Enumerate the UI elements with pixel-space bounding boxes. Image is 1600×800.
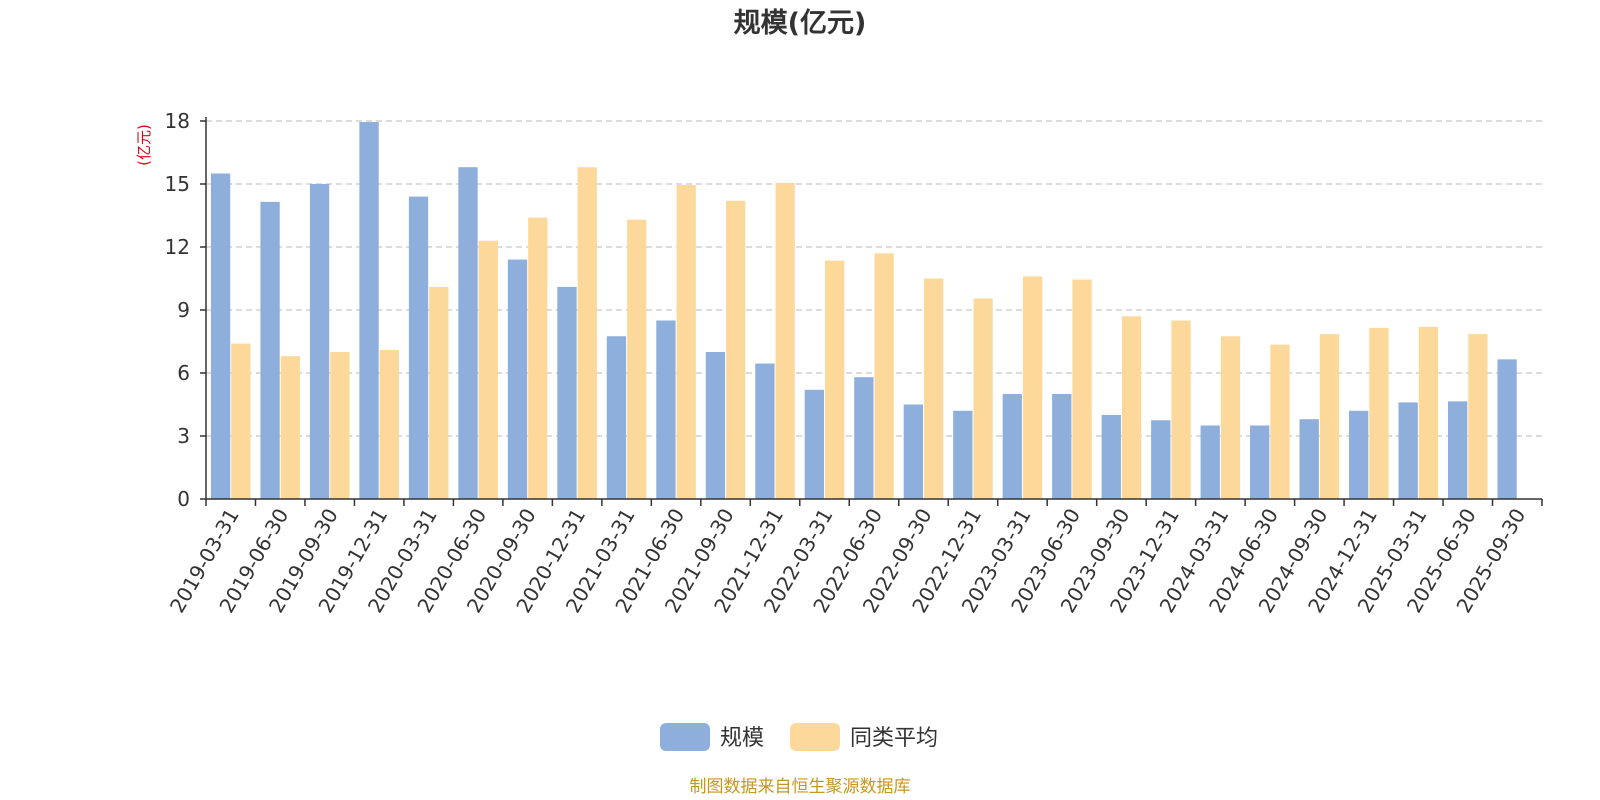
bar-scale[interactable] xyxy=(1497,359,1517,499)
bar-peer-average[interactable] xyxy=(528,217,548,499)
legend-label: 同类平均 xyxy=(850,726,938,751)
y-axis-tick-labels: 0 3 6 9 12 15 18 xyxy=(165,109,190,511)
bar-scale[interactable] xyxy=(210,173,231,500)
bar-scale[interactable] xyxy=(309,184,330,499)
bar-peer-average[interactable] xyxy=(973,298,993,499)
y-tick-label: 6 xyxy=(177,361,190,385)
bar-scale[interactable] xyxy=(1447,401,1468,499)
legend-swatch xyxy=(790,723,840,751)
bar-peer-average[interactable] xyxy=(231,343,251,499)
bar-peer-average[interactable] xyxy=(1220,336,1241,499)
grid-lines xyxy=(206,120,1542,437)
x-axis-tick-labels: 2019-03-312019-06-302019-09-302019-12-31… xyxy=(165,504,1530,617)
bar-peer-average[interactable] xyxy=(330,352,350,499)
bar-peer-average[interactable] xyxy=(923,278,944,500)
legend-item-scale[interactable]: 规模 xyxy=(660,723,764,751)
bar-peer-average[interactable] xyxy=(280,356,301,499)
bar-peer-average[interactable] xyxy=(1418,326,1439,499)
legend-swatch xyxy=(660,723,710,751)
bar-peer-average[interactable] xyxy=(478,240,498,499)
bar-scale[interactable] xyxy=(854,377,874,499)
y-tick-label: 3 xyxy=(177,424,190,448)
bar-scale[interactable] xyxy=(260,201,280,499)
bar-peer-average[interactable] xyxy=(1319,334,1340,499)
bar-peer-average[interactable] xyxy=(1121,316,1142,499)
y-tick-label: 0 xyxy=(177,487,190,511)
legend-label: 规模 xyxy=(720,726,764,751)
bar-scale[interactable] xyxy=(1151,420,1171,499)
bar-peer-average[interactable] xyxy=(676,185,696,500)
bar-scale[interactable] xyxy=(1002,394,1022,499)
bar-scale[interactable] xyxy=(804,389,825,499)
bar-scale[interactable] xyxy=(458,167,478,499)
bar-scale[interactable] xyxy=(903,404,923,500)
axes xyxy=(200,117,1543,506)
bar-peer-average[interactable] xyxy=(1072,279,1092,499)
bar-scale[interactable] xyxy=(1299,419,1319,499)
bar-peer-average[interactable] xyxy=(1369,327,1389,499)
bar-peer-average[interactable] xyxy=(379,349,399,499)
bar-peer-average[interactable] xyxy=(726,200,746,500)
bar-scale[interactable] xyxy=(1101,415,1121,499)
bar-peer-average[interactable] xyxy=(775,182,795,499)
legend-item-peer-average[interactable]: 同类平均 xyxy=(790,723,938,751)
bar-scale[interactable] xyxy=(1200,425,1220,500)
bar-scale[interactable] xyxy=(359,122,379,500)
bar-peer-average[interactable] xyxy=(825,260,845,499)
y-tick-label: 12 xyxy=(165,235,190,259)
bar-scale[interactable] xyxy=(1052,394,1072,499)
bar-peer-average[interactable] xyxy=(577,167,597,499)
bar-scale[interactable] xyxy=(755,363,775,499)
bar-peer-average[interactable] xyxy=(1468,334,1488,499)
bar-scale[interactable] xyxy=(953,410,973,499)
source-note: 制图数据来自恒生聚源数据库 xyxy=(690,777,911,797)
bar-scale[interactable] xyxy=(408,196,429,499)
bar-scale[interactable] xyxy=(1398,402,1418,499)
y-axis-unit-label: (亿元) xyxy=(135,124,153,166)
bar-scale[interactable] xyxy=(606,336,627,499)
bars xyxy=(210,122,1517,500)
bar-scale[interactable] xyxy=(557,286,577,499)
bar-peer-average[interactable] xyxy=(627,219,647,499)
y-tick-label: 9 xyxy=(177,298,190,322)
bar-peer-average[interactable] xyxy=(1171,320,1191,500)
bar-scale[interactable] xyxy=(507,259,528,499)
bar-scale[interactable] xyxy=(705,352,726,499)
bar-peer-average[interactable] xyxy=(1270,344,1290,499)
y-tick-label: 15 xyxy=(165,172,190,196)
bar-peer-average[interactable] xyxy=(874,253,894,499)
legend[interactable]: 规模 同类平均 xyxy=(660,723,938,751)
bar-peer-average[interactable] xyxy=(1022,276,1043,499)
y-tick-label: 18 xyxy=(165,109,190,133)
bar-peer-average[interactable] xyxy=(429,286,449,499)
bar-scale[interactable] xyxy=(1250,425,1270,500)
bar-scale[interactable] xyxy=(656,320,676,500)
bar-scale[interactable] xyxy=(1349,410,1369,499)
chart-title: 规模(亿元) xyxy=(734,8,867,39)
